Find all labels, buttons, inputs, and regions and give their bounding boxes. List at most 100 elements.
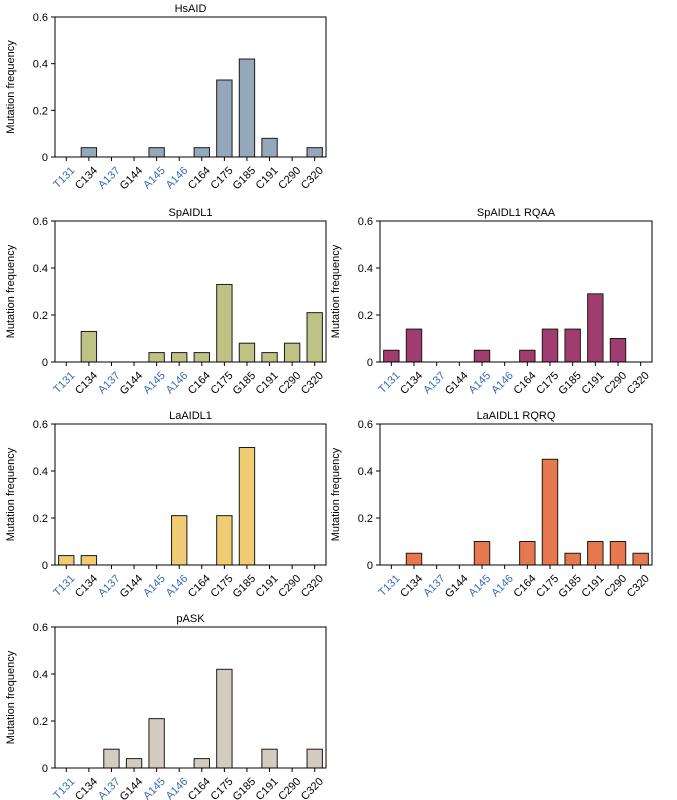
- bar-C134: [405, 552, 423, 566]
- x-tick-label: A145: [141, 370, 168, 397]
- chart-title: SpAIDL1 RQAA: [477, 207, 556, 219]
- bar-C175: [216, 515, 233, 566]
- y-tick-label: 0.4: [33, 59, 48, 71]
- x-tick-label: C175: [209, 370, 236, 397]
- plot-frame: [54, 423, 327, 566]
- x-tick-label: C320: [299, 776, 326, 800]
- x-tick-label: C290: [602, 573, 629, 600]
- y-tick-label: 0.2: [358, 513, 373, 525]
- bar-G185: [238, 447, 256, 566]
- bar-C320: [632, 552, 649, 566]
- bar-C134: [80, 147, 98, 158]
- x-tick-label: A137: [96, 165, 123, 192]
- y-axis-label: Mutation frequency: [5, 447, 17, 541]
- chart-title: pASK: [176, 613, 205, 625]
- y-tick-label: 0: [42, 763, 48, 775]
- x-tick-label: C290: [276, 165, 303, 192]
- x-tick-label: G185: [556, 573, 584, 601]
- x-tick-label: A145: [467, 573, 494, 600]
- x-tick-label: T131: [51, 573, 77, 599]
- bar-C175: [541, 458, 559, 566]
- y-tick-label: 0: [42, 560, 48, 572]
- x-tick-label: C134: [73, 370, 100, 397]
- x-tick-label: C175: [209, 165, 236, 192]
- y-tick-label: 0.4: [33, 466, 48, 478]
- bar-C164: [193, 352, 210, 363]
- x-tick-label: G144: [443, 573, 471, 601]
- x-tick-label: A146: [489, 370, 516, 397]
- x-tick-label: G144: [118, 165, 146, 193]
- x-tick-label: A145: [141, 165, 168, 192]
- y-tick-label: 0: [367, 357, 373, 369]
- bar-C164: [519, 349, 536, 363]
- y-axis-label: Mutation frequency: [5, 40, 17, 134]
- x-tick-label: C290: [276, 370, 303, 397]
- chart-title: HsAID: [175, 3, 207, 15]
- x-tick-label: A146: [164, 370, 191, 397]
- bar-C164: [193, 147, 210, 158]
- bar-C134: [80, 330, 98, 363]
- x-tick-label: C191: [579, 370, 606, 397]
- bar-C164: [519, 541, 536, 566]
- x-tick-label: C320: [625, 573, 652, 600]
- x-tick-label: C290: [276, 573, 303, 600]
- bar-C191: [587, 293, 604, 363]
- y-tick-label: 0.6: [33, 216, 48, 228]
- x-tick-label: G144: [118, 370, 146, 398]
- x-tick-label: C320: [625, 370, 652, 397]
- chart-title: LaAIDL1 RQRQ: [477, 410, 556, 422]
- bar-A145: [148, 718, 165, 769]
- x-tick-label: A145: [141, 776, 168, 800]
- x-tick-label: A146: [164, 776, 191, 800]
- y-tick-label: 0.6: [358, 419, 373, 431]
- chart-title: LaAIDL1: [169, 410, 212, 422]
- bar-A145: [473, 541, 491, 566]
- x-tick-label: A145: [467, 370, 494, 397]
- bar-A145: [148, 147, 165, 158]
- x-tick-label: C164: [186, 370, 213, 397]
- bar-A146: [171, 352, 188, 363]
- bar-A137: [103, 748, 120, 769]
- y-tick-label: 0.6: [33, 12, 48, 24]
- y-tick-label: 0.4: [33, 669, 48, 681]
- bar-C134: [405, 328, 423, 363]
- bar-C175: [216, 79, 233, 158]
- x-tick-label: A146: [489, 573, 516, 600]
- y-tick-label: 0.4: [358, 466, 373, 478]
- x-tick-label: C164: [511, 370, 538, 397]
- x-tick-label: C164: [186, 776, 213, 800]
- bar-T131: [383, 349, 400, 363]
- bar-C191: [261, 352, 278, 363]
- plot-frame: [379, 423, 653, 566]
- x-tick-label: C191: [579, 573, 606, 600]
- chart-panel: LaAIDL1 RQRQ Mutation frequency 0 0.2 0.4 0.6…: [330, 410, 653, 601]
- bar-C290: [609, 338, 627, 363]
- x-tick-label: C164: [186, 573, 213, 600]
- x-tick-label: T131: [376, 573, 402, 599]
- bar-G185: [238, 58, 256, 158]
- x-tick-label: T131: [51, 776, 77, 800]
- bar-A145: [148, 352, 165, 363]
- y-tick-label: 0.4: [33, 263, 48, 275]
- x-tick-label: G185: [231, 573, 259, 601]
- x-tick-label: G185: [556, 370, 584, 398]
- y-tick-label: 0.2: [358, 310, 373, 322]
- x-tick-label: A137: [96, 573, 123, 600]
- y-tick-label: 0.6: [358, 216, 373, 228]
- x-tick-label: C175: [534, 370, 561, 397]
- x-tick-label: C191: [254, 370, 281, 397]
- y-tick-label: 0: [367, 560, 373, 572]
- y-axis-label: Mutation frequency: [330, 244, 342, 338]
- bar-G144: [125, 758, 143, 769]
- bar-C134: [80, 555, 98, 566]
- bar-C191: [261, 748, 278, 769]
- x-tick-label: G185: [231, 776, 259, 800]
- x-tick-label: A146: [164, 165, 191, 192]
- x-tick-label: C290: [602, 370, 629, 397]
- x-tick-label: A145: [141, 573, 168, 600]
- x-tick-label: C175: [534, 573, 561, 600]
- bar-C320: [306, 147, 323, 158]
- x-tick-label: C164: [186, 165, 213, 192]
- x-tick-label: A146: [164, 573, 191, 600]
